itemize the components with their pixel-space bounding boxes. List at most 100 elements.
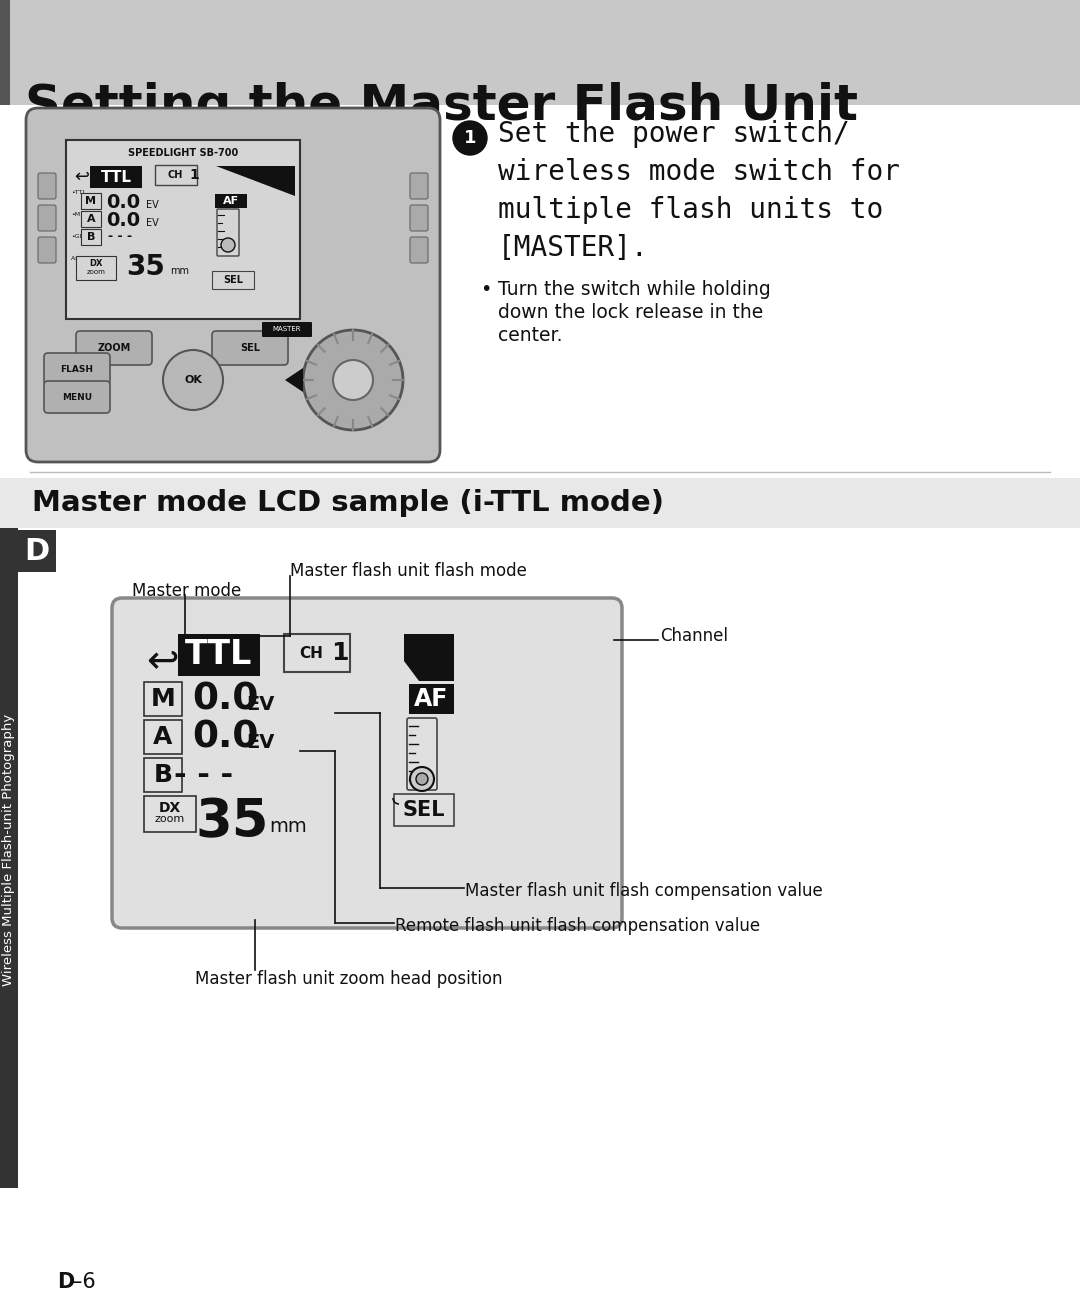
Text: SEL: SEL [222,275,243,285]
Text: Master mode LCD sample (i-TTL mode): Master mode LCD sample (i-TTL mode) [32,490,664,517]
Text: zoom: zoom [86,270,106,275]
Text: 0.0: 0.0 [106,211,140,229]
FancyBboxPatch shape [156,165,197,185]
Text: •: • [480,280,491,298]
Text: mm: mm [269,818,307,836]
Text: down the lock release in the: down the lock release in the [498,302,764,322]
Circle shape [453,120,487,154]
Text: - - -: - - - [175,761,233,789]
Text: MASTER: MASTER [273,326,301,332]
Text: –6: –6 [72,1272,96,1292]
FancyBboxPatch shape [212,271,254,289]
Bar [0,0,10,105]
Polygon shape [216,166,295,196]
FancyBboxPatch shape [66,140,300,319]
Text: EV: EV [246,695,274,715]
FancyBboxPatch shape [38,173,56,199]
Bar [409,685,454,713]
Text: Wireless Multiple Flash-unit Photography: Wireless Multiple Flash-unit Photography [2,713,15,986]
Text: 1: 1 [330,641,349,665]
FancyBboxPatch shape [38,237,56,263]
Text: 0.0: 0.0 [106,192,140,212]
FancyBboxPatch shape [410,173,428,199]
Text: Channel: Channel [660,627,728,645]
Text: Set the power switch/: Set the power switch/ [498,120,850,148]
Text: AF: AF [222,196,239,206]
FancyBboxPatch shape [112,598,622,928]
Text: MENU: MENU [62,393,92,402]
Text: B: B [153,763,173,787]
FancyBboxPatch shape [407,719,437,791]
FancyBboxPatch shape [212,331,288,365]
Text: 0.0: 0.0 [192,720,258,757]
FancyBboxPatch shape [76,331,152,365]
FancyBboxPatch shape [44,353,110,385]
Text: - - -: - - - [108,230,132,243]
Text: AF: AF [414,687,448,711]
Circle shape [163,350,222,410]
Text: FLASH: FLASH [60,364,94,373]
Text: SEL: SEL [403,800,445,819]
FancyBboxPatch shape [217,209,239,257]
Text: 35: 35 [126,253,165,281]
Circle shape [410,767,434,791]
Text: Master flash unit zoom head position: Master flash unit zoom head position [195,970,502,988]
Text: multiple flash units to: multiple flash units to [498,196,883,224]
Text: ↩: ↩ [75,168,90,186]
Text: wireless mode switch for: wireless mode switch for [498,158,900,186]
Bar [0,478,1080,528]
FancyBboxPatch shape [38,206,56,230]
FancyBboxPatch shape [26,109,440,462]
Circle shape [303,330,403,429]
Text: [MASTER].: [MASTER]. [498,234,649,262]
FancyBboxPatch shape [144,720,183,754]
Text: Turn the switch while holding: Turn the switch while holding [498,280,771,298]
Text: D: D [57,1272,75,1292]
Circle shape [416,774,428,785]
Text: Setting the Master Flash Unit: Setting the Master Flash Unit [25,82,858,130]
FancyBboxPatch shape [410,237,428,263]
FancyBboxPatch shape [76,257,116,280]
Text: CH: CH [299,645,323,661]
Text: B: B [86,232,95,242]
Bar [90,166,141,188]
FancyBboxPatch shape [81,192,102,209]
Polygon shape [404,634,454,681]
Text: CH: CH [167,170,183,181]
Text: ZOOM: ZOOM [97,343,131,353]
Text: center.: center. [498,326,563,346]
Text: A: A [86,213,95,224]
Circle shape [221,238,235,253]
Text: 0.0: 0.0 [192,682,258,719]
Text: D: D [25,537,50,565]
Text: A:B: A:B [71,255,81,260]
Text: SEL: SEL [240,343,260,353]
Text: •GN: •GN [71,233,84,238]
FancyBboxPatch shape [81,211,102,226]
Text: DX: DX [159,801,181,816]
Text: EV: EV [146,200,159,209]
Text: •TTL: •TTL [71,190,86,195]
FancyBboxPatch shape [81,229,102,245]
Text: M: M [85,196,96,206]
Bar [215,194,247,208]
Text: zoom: zoom [154,814,185,823]
Text: TTL: TTL [186,639,253,672]
Text: Remote flash unit flash compensation value: Remote flash unit flash compensation val… [395,918,760,935]
Text: DX: DX [90,259,103,268]
Text: mm: mm [170,266,189,276]
Text: 1: 1 [463,130,476,147]
Text: 35: 35 [195,796,269,848]
Text: Master mode: Master mode [132,583,241,600]
Text: SPEEDLIGHT SB-700: SPEEDLIGHT SB-700 [127,148,238,158]
Polygon shape [285,368,303,391]
Text: ↩: ↩ [146,643,178,681]
Bar [0,0,1080,105]
Circle shape [333,360,373,401]
Text: M: M [150,687,175,711]
FancyBboxPatch shape [284,634,350,672]
Text: Master flash unit flash compensation value: Master flash unit flash compensation val… [465,882,823,901]
Text: Master flash unit flash mode: Master flash unit flash mode [291,562,527,580]
FancyBboxPatch shape [394,795,454,826]
Bar [0,528,18,1189]
